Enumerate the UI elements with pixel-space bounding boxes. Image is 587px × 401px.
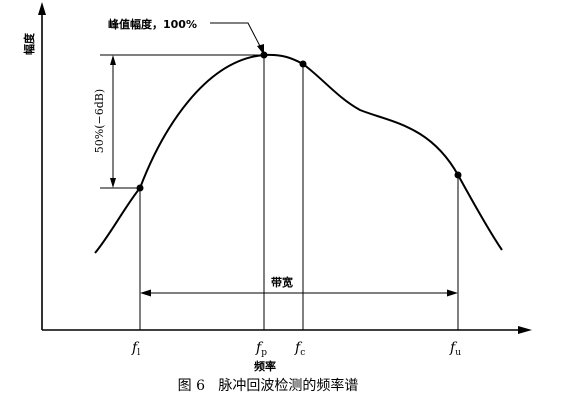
x-axis-label: 频率 [254, 359, 276, 373]
bandwidth-arrow-left [140, 289, 151, 297]
fu-label: fu [449, 340, 461, 358]
half-amplitude-arrow-top [110, 55, 116, 65]
half-amplitude-label: 50%(−6dB) [93, 89, 106, 153]
fp-label: fp [255, 340, 267, 358]
y-axis-arrowhead [38, 2, 46, 15]
figure-caption: 图 6 脉冲回波检测的频率谱 [178, 377, 359, 394]
y-axis-label: 幅度 [22, 32, 36, 55]
fc-label: fc [294, 340, 305, 358]
peak-label: 峰值幅度，100% [108, 17, 197, 31]
peak-leader-arrow [257, 44, 264, 55]
spectrum-curve [94, 53, 503, 254]
fl-label: fl [131, 340, 140, 358]
bandwidth-arrow-right [447, 289, 458, 297]
fu-point [454, 171, 462, 179]
bandwidth-label: 带宽 [271, 275, 293, 289]
half-amplitude-arrow-bottom [110, 178, 116, 188]
peak-leader-line [210, 22, 263, 51]
fc-point [299, 60, 307, 68]
x-axis-arrowhead [518, 326, 532, 334]
